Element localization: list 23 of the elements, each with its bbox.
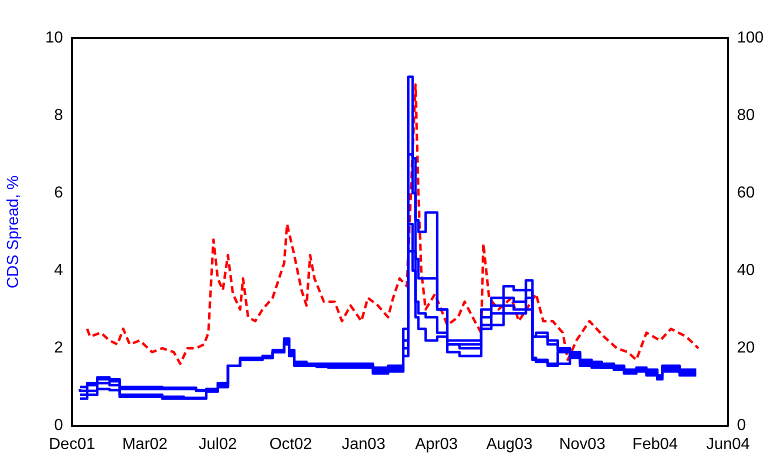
y2-tick-label: 0 [737,417,746,434]
y2-tick-label: 80 [737,106,755,124]
y-tick-label: 6 [54,184,64,202]
y2-tick-label: 20 [737,340,755,357]
y-tick-label: 2 [54,340,64,357]
y-tick-label: 0 [54,417,64,434]
y2-tick-label: 100 [737,29,764,46]
x-tick-label: Jul02 [198,436,238,453]
y-tick-label: 4 [54,262,64,280]
x-tick-label: Dec01 [48,436,96,453]
y-axis-title: CDS Spread, % [5,175,22,288]
x-tick-label: Mar02 [122,436,168,453]
y2-tick-label: 60 [737,184,755,202]
y-tick-label: 10 [45,29,64,46]
x-tick-label: Jun04 [706,436,750,453]
y-tick-label: 8 [54,106,64,124]
x-tick-label: Nov03 [559,436,606,453]
x-tick-label: Aug03 [486,436,533,453]
x-tick-label: Feb04 [632,436,678,453]
y2-tick-label: 40 [737,262,755,280]
x-tick-label: Jan03 [342,436,386,453]
x-tick-label: Oct02 [269,436,312,453]
x-tick-label: Apr03 [415,436,458,453]
